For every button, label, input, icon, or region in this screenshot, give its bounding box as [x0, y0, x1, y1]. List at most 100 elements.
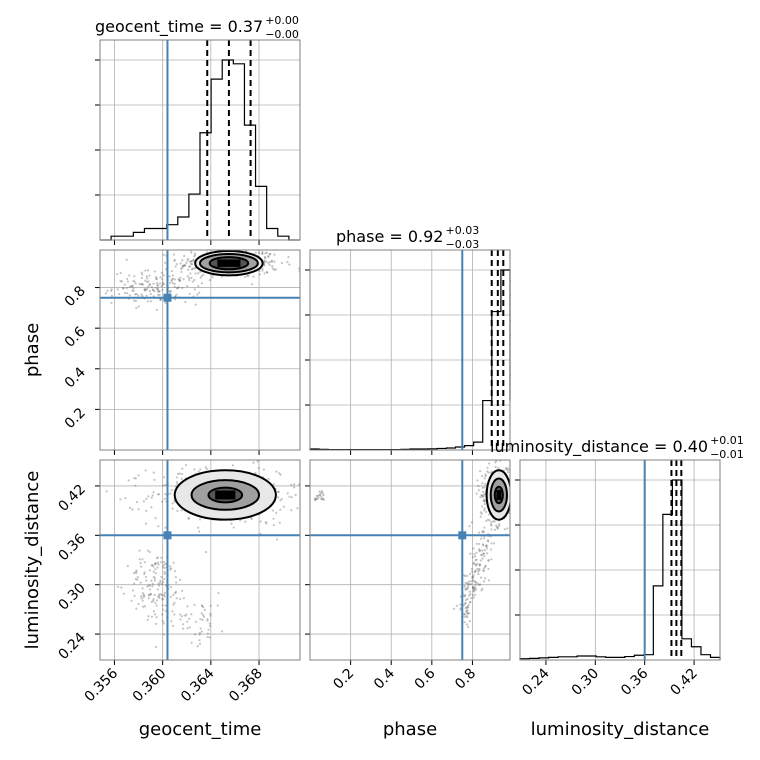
sample-point [149, 592, 152, 596]
sample-point [176, 472, 180, 475]
sample-point [464, 602, 467, 605]
x-tick-label-phase: 0.6 [412, 665, 439, 692]
x-tick-label-luminosity_distance: 0.36 [618, 665, 651, 698]
sample-point [263, 259, 266, 262]
sample-point [170, 620, 173, 623]
sample-point [271, 267, 275, 270]
sample-point [182, 597, 185, 600]
sample-point [467, 582, 470, 585]
sample-point [158, 593, 161, 596]
sample-point [452, 607, 456, 610]
sample-point [320, 495, 323, 498]
sample-point [153, 579, 156, 582]
sample-point [164, 493, 167, 496]
sample-point [465, 614, 468, 617]
sample-point [262, 245, 264, 247]
sample-point [172, 561, 175, 564]
sample-point [194, 252, 197, 255]
sample-point [287, 256, 290, 259]
sample-point [120, 586, 123, 589]
sample-point [280, 261, 283, 265]
sample-point [158, 596, 161, 600]
sample-point [510, 497, 512, 499]
sample-point [469, 593, 472, 596]
sample-point [157, 563, 160, 566]
sample-point [131, 589, 135, 592]
sample-point [184, 264, 187, 267]
sample-point [162, 253, 165, 256]
sample-point [200, 604, 203, 607]
sample-point [171, 624, 175, 627]
truth-marker [458, 531, 467, 540]
sample-point [481, 475, 484, 478]
sample-point [156, 290, 160, 293]
sample-point [170, 278, 174, 281]
sample-point [238, 519, 242, 522]
y-tick-label-luminosity_distance: 0.36 [55, 531, 88, 564]
sample-point [145, 280, 149, 283]
sample-point [160, 594, 163, 597]
sample-point [188, 292, 191, 295]
sample-point [482, 499, 485, 503]
sample-point [265, 260, 268, 263]
sample-point [163, 577, 166, 581]
sample-point [474, 564, 478, 567]
sample-point [481, 486, 484, 489]
sample-point [459, 603, 462, 606]
sample-point [187, 517, 191, 520]
sample-point [190, 262, 193, 265]
sample-point [278, 472, 281, 475]
sample-point [157, 525, 160, 528]
sample-point [317, 496, 320, 499]
sample-point [272, 523, 276, 527]
sample-point [516, 493, 518, 495]
sample-point [140, 282, 143, 286]
sample-point [483, 493, 486, 496]
sample-point [277, 496, 280, 499]
sample-point [131, 284, 134, 287]
sample-point [180, 477, 183, 480]
sample-point [134, 282, 137, 285]
sample-point [152, 491, 155, 494]
sample-point [168, 291, 172, 294]
x-tick-label-geocent_time: 0.360 [130, 666, 170, 706]
sample-point [149, 593, 153, 596]
sample-point [512, 506, 514, 508]
sample-point [160, 500, 164, 503]
sample-point [261, 252, 264, 255]
sample-point [104, 292, 108, 295]
sample-point [146, 618, 149, 621]
sample-point [466, 605, 469, 608]
sample-point [147, 495, 150, 498]
sample-point [208, 622, 212, 625]
sample-point [311, 496, 313, 498]
sample-point [198, 530, 201, 533]
sample-point [513, 498, 515, 500]
sample-point [175, 263, 178, 266]
sample-point [143, 288, 146, 291]
sample-point [126, 277, 129, 281]
sample-point [160, 575, 163, 579]
sample-point [185, 613, 188, 616]
sample-point [186, 627, 189, 630]
sample-point [193, 633, 197, 636]
sample-point [477, 572, 480, 576]
sample-point [510, 478, 512, 480]
sample-point [152, 471, 155, 474]
sample-point [147, 285, 150, 288]
sample-point [132, 287, 135, 290]
sample-point [198, 633, 201, 636]
sample-point [145, 275, 148, 278]
sample-point [191, 280, 194, 283]
sample-point [478, 549, 482, 552]
sample-point [476, 582, 479, 585]
sample-point [296, 507, 299, 510]
sample-point [513, 474, 515, 476]
sample-point [192, 259, 195, 262]
sample-point [280, 498, 283, 501]
sample-point [318, 494, 321, 497]
sample-point [201, 618, 204, 621]
sample-point [186, 284, 189, 288]
title-luminosity_distance: luminosity_distance = 0.40 +0.01−0.01 [490, 434, 744, 461]
sample-point [140, 276, 144, 280]
